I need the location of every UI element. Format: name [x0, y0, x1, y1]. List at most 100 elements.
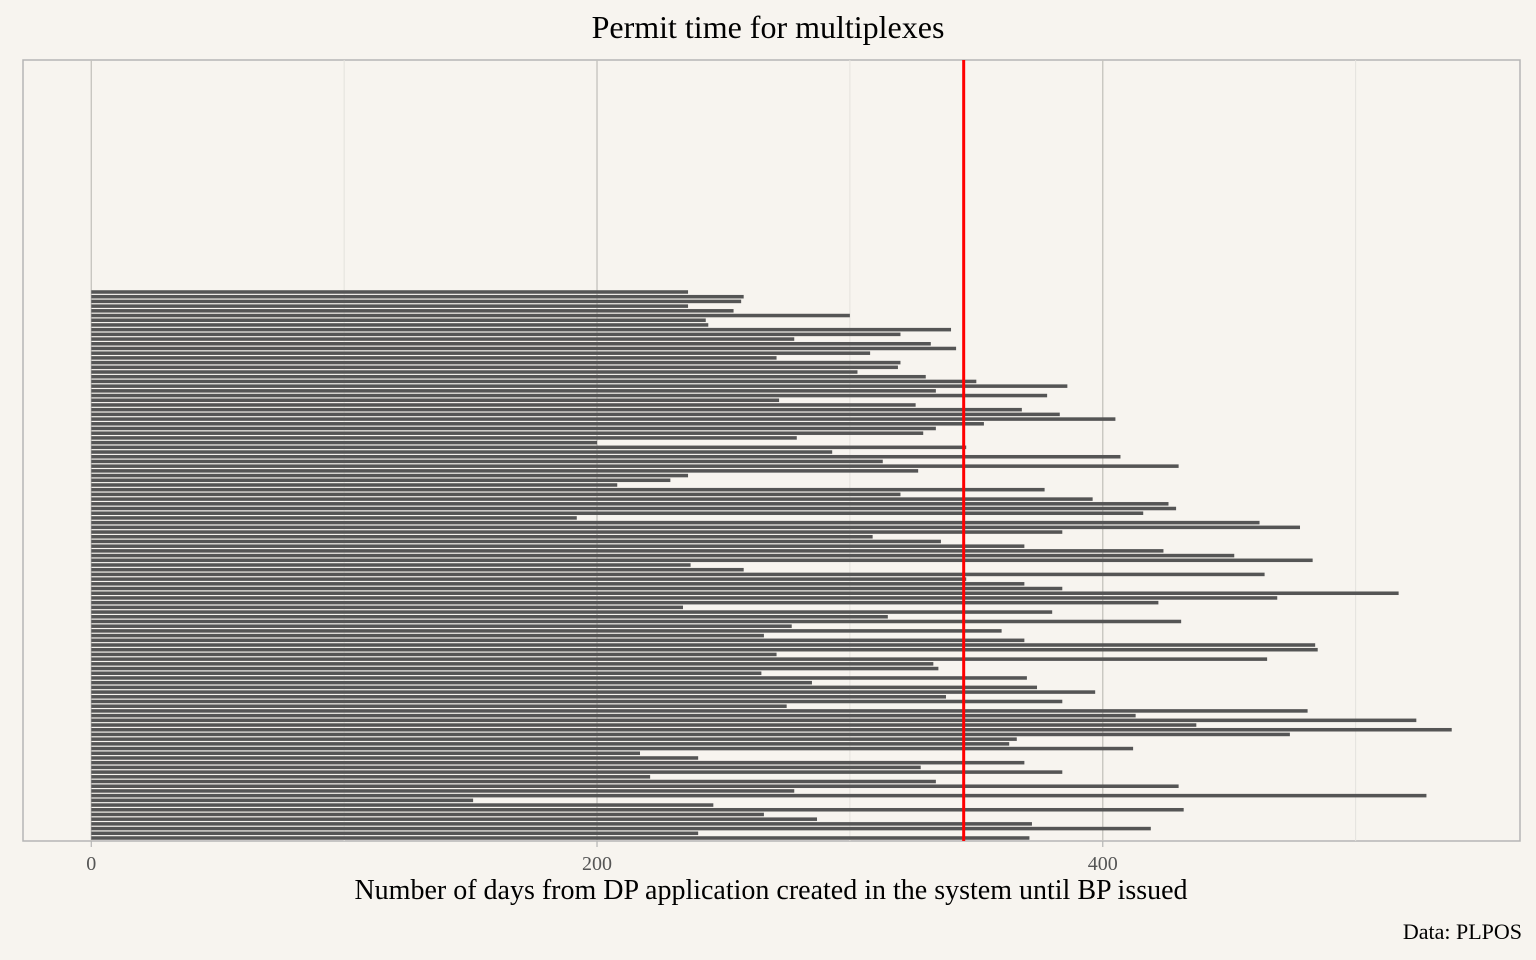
bar	[91, 487, 1045, 492]
bar	[91, 318, 706, 323]
bar	[91, 638, 1025, 643]
bar	[91, 723, 1197, 727]
bar	[91, 633, 764, 638]
bar	[91, 342, 931, 346]
bar	[91, 770, 1063, 774]
bar	[91, 365, 898, 370]
bar	[91, 407, 1022, 412]
bar	[91, 831, 699, 836]
x-axis-label: Number of days from DP application creat…	[354, 875, 1188, 906]
bar	[91, 469, 919, 473]
x-tick-label: 400	[1088, 853, 1118, 875]
bar	[91, 572, 1265, 577]
bar	[91, 798, 474, 803]
bar	[91, 756, 699, 760]
bar	[91, 586, 1063, 591]
bar	[91, 657, 1268, 661]
bar	[91, 699, 1063, 704]
bar	[91, 605, 683, 610]
bar	[91, 426, 936, 431]
bar	[91, 304, 689, 308]
chart-title: Permit time for multiplexes	[591, 9, 945, 45]
bar	[91, 417, 1116, 421]
bar	[91, 709, 1308, 713]
bar	[91, 671, 762, 676]
bar	[91, 737, 1017, 741]
bar	[91, 704, 787, 708]
bar	[91, 483, 618, 487]
bar	[91, 403, 916, 407]
bar	[91, 544, 1025, 548]
bar	[91, 680, 812, 685]
bar	[91, 412, 1060, 417]
bar	[91, 643, 1316, 647]
bar	[91, 596, 1278, 600]
bar	[91, 793, 1427, 798]
bar	[91, 516, 577, 520]
bar	[91, 718, 1417, 723]
bar	[91, 836, 1030, 840]
bar	[91, 511, 1144, 515]
bar	[91, 553, 1235, 558]
bar	[91, 685, 1038, 690]
bar	[91, 473, 689, 478]
bar	[91, 615, 888, 619]
bar	[91, 624, 792, 628]
bar	[91, 393, 1048, 398]
bar	[91, 459, 883, 464]
bar	[91, 323, 709, 327]
x-axis-ticks: 0 200 400	[86, 841, 1118, 875]
bar	[91, 789, 795, 793]
bar	[91, 652, 777, 657]
bar	[91, 313, 850, 318]
bar	[91, 817, 818, 821]
bar	[91, 662, 934, 666]
bar	[91, 742, 1010, 746]
bar	[91, 506, 1177, 511]
bar	[91, 567, 744, 572]
bar	[91, 803, 714, 807]
bar	[91, 502, 1169, 506]
bar	[91, 746, 1134, 751]
bar	[91, 370, 858, 374]
bar	[91, 647, 1318, 652]
bar	[91, 422, 984, 426]
bar	[91, 389, 936, 393]
bar	[91, 356, 777, 360]
bar	[91, 337, 795, 341]
bar	[91, 591, 1399, 596]
bar	[91, 360, 901, 365]
bar	[91, 784, 1179, 788]
bar	[91, 374, 926, 379]
bar	[91, 732, 1290, 737]
bar	[91, 327, 952, 332]
bar	[91, 497, 1093, 501]
bar	[91, 478, 671, 483]
bar	[91, 290, 689, 294]
bar-series	[91, 290, 1452, 840]
bar	[91, 299, 742, 304]
bar	[91, 822, 1032, 826]
bar	[91, 431, 924, 435]
bar	[91, 666, 939, 671]
bar	[91, 351, 871, 355]
bar	[91, 600, 1159, 605]
bar	[91, 582, 1025, 586]
bar	[91, 464, 1179, 468]
bar	[91, 384, 1068, 388]
bar	[91, 294, 744, 299]
bar	[91, 695, 946, 699]
bar	[91, 765, 921, 770]
bar	[91, 332, 901, 337]
bar	[91, 346, 957, 351]
bar	[91, 558, 1313, 563]
bar	[91, 539, 941, 544]
bar	[91, 563, 691, 567]
bar	[91, 440, 598, 445]
bar	[91, 629, 1002, 633]
bar	[91, 751, 641, 756]
bar	[91, 619, 1182, 624]
bar	[91, 676, 1027, 680]
bar	[91, 492, 901, 497]
